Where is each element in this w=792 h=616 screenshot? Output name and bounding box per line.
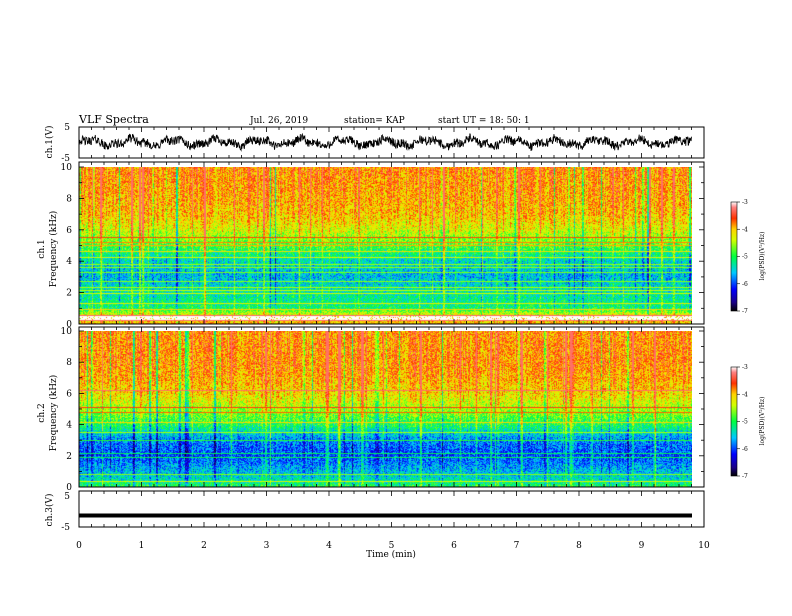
ch2-spectrogram-ylabel-frequency: Frequency (kHz) xyxy=(48,375,59,452)
time-axis-xlabel: Time (min) xyxy=(366,549,416,560)
ch2-spectrogram-ytick-label-4: 4 xyxy=(66,421,72,431)
time-axis-tick-label-4: 4 xyxy=(326,541,332,551)
ch2-colorbar-ticks: -3 -4 -5 -6 -7 xyxy=(737,364,748,480)
ch1-colorbar-label: log(PSD)(V²/Hz) xyxy=(759,232,766,281)
ch1-colorbar: -3 -4 -5 -6 -7 log(PSD)(V²/Hz) xyxy=(730,199,766,315)
ch1-voltage-ytick-top: 5 xyxy=(64,123,70,133)
ch1-voltage-ylabel: ch.1(V) xyxy=(44,126,55,159)
ch1-voltage-trace xyxy=(78,132,692,152)
ch3-voltage-ticks xyxy=(78,491,705,527)
time-axis-tick-label-2: 2 xyxy=(201,541,207,551)
ch1-spectrogram-ylabel-channel: ch.1 xyxy=(37,239,47,258)
ch2-spectrogram-xticks xyxy=(78,327,705,487)
time-axis-tick-label-3: 3 xyxy=(264,541,270,551)
ch1-spectrogram-ylabel-frequency: Frequency (kHz) xyxy=(48,211,59,288)
ch2-spectrogram-ytick-label-0: 0 xyxy=(66,483,72,493)
ch2-colorbar-tick-label--6: -6 xyxy=(742,446,748,453)
ch2-spectrogram-ytick-label-8: 8 xyxy=(66,358,72,368)
time-axis-tick-label-0: 0 xyxy=(76,541,82,551)
header-date: Jul. 26, 2019 xyxy=(249,116,308,126)
ch2-colorbar-tick-label--4: -4 xyxy=(742,391,748,398)
ch1-spectrogram-ytick-label-8: 8 xyxy=(66,194,72,204)
ch1-colorbar-ticks: -3 -4 -5 -6 -7 xyxy=(737,199,748,315)
ch2-spectrogram-panel: 0 2 4 6 8 10 ch.2 Frequency (kHz) xyxy=(37,326,705,493)
header-start-time: start UT = 18: 50: 1 xyxy=(438,116,530,126)
ch3-voltage-ytick-top: 5 xyxy=(64,492,70,502)
time-axis-tick-label-1: 1 xyxy=(139,541,145,551)
ch1-spectrogram-ytick-label-6: 6 xyxy=(66,226,72,236)
time-axis-tick-label-8: 8 xyxy=(576,541,582,551)
ch1-colorbar-gradient xyxy=(730,201,738,312)
time-axis-tick-label-9: 9 xyxy=(639,541,645,551)
ch1-voltage-ytick-bottom: -5 xyxy=(61,154,70,164)
ch1-colorbar-tick-label--3: -3 xyxy=(742,199,748,206)
ch1-spectrogram-ytick-label-2: 2 xyxy=(66,289,72,299)
ch2-colorbar-tick-label--3: -3 xyxy=(742,364,748,371)
ch3-voltage-panel: 5 -5 ch.3(V) 0 1 2 3 4 5 6 7 8 9 10 Time (min) xyxy=(44,490,710,560)
ch1-spectrogram-yticks: 0 2 4 6 8 10 xyxy=(61,163,704,330)
ch1-spectrogram-ytick-label-0: 0 xyxy=(66,320,72,330)
ch2-spectrogram-ytick-label-2: 2 xyxy=(66,452,72,462)
ch2-colorbar-label: log(PSD)(V²/Hz) xyxy=(759,397,766,446)
time-axis-tick-label-7: 7 xyxy=(514,541,520,551)
ch1-spectrogram-ytick-label-10: 10 xyxy=(61,163,73,173)
ch1-colorbar-tick-label--7: -7 xyxy=(742,308,748,315)
time-axis-tick-label-10: 10 xyxy=(698,541,710,551)
time-axis-tick-label-5: 5 xyxy=(389,541,395,551)
ch2-spectrogram-ytick-label-6: 6 xyxy=(66,389,72,399)
ch2-spectrogram-yticks: 0 2 4 6 8 10 xyxy=(61,327,704,493)
ch3-voltage-frame xyxy=(78,490,705,528)
ch3-voltage-ylabel: ch.3(V) xyxy=(44,494,55,527)
ch1-colorbar-tick-label--6: -6 xyxy=(742,281,748,288)
ch2-spectrogram-image xyxy=(79,331,692,487)
ch1-spectrogram-ytick-label-4: 4 xyxy=(66,257,72,267)
ch1-voltage-panel: 5 -5 ch.1(V) xyxy=(44,123,705,164)
ch1-spectrogram-image xyxy=(79,167,692,324)
ch1-spectrogram-xticks xyxy=(78,162,705,324)
time-axis-tick-labels: 0 1 2 3 4 5 6 7 8 9 10 xyxy=(76,541,710,551)
ch2-colorbar-tick-label--7: -7 xyxy=(742,473,748,480)
ch2-colorbar-gradient xyxy=(730,366,738,477)
ch2-spectrogram-ytick-label-10: 10 xyxy=(61,327,73,337)
time-axis-tick-label-6: 6 xyxy=(451,541,457,551)
figure-title: VLF Spectra xyxy=(78,113,149,126)
ch3-voltage-ytick-bottom: -5 xyxy=(61,523,70,533)
ch2-colorbar: -3 -4 -5 -6 -7 log(PSD)(V²/Hz) xyxy=(730,364,766,480)
header-station: station= KAP xyxy=(344,116,405,126)
ch1-spectrogram-panel: 0 2 4 6 8 10 ch.1 Frequency (kHz) xyxy=(37,161,705,330)
ch2-spectrogram-ylabel-channel: ch.2 xyxy=(37,403,47,422)
ch1-voltage-ticks xyxy=(78,127,705,158)
ch1-colorbar-tick-label--4: -4 xyxy=(742,226,748,233)
ch2-colorbar-tick-label--5: -5 xyxy=(742,419,748,426)
ch1-colorbar-tick-label--5: -5 xyxy=(742,254,748,261)
